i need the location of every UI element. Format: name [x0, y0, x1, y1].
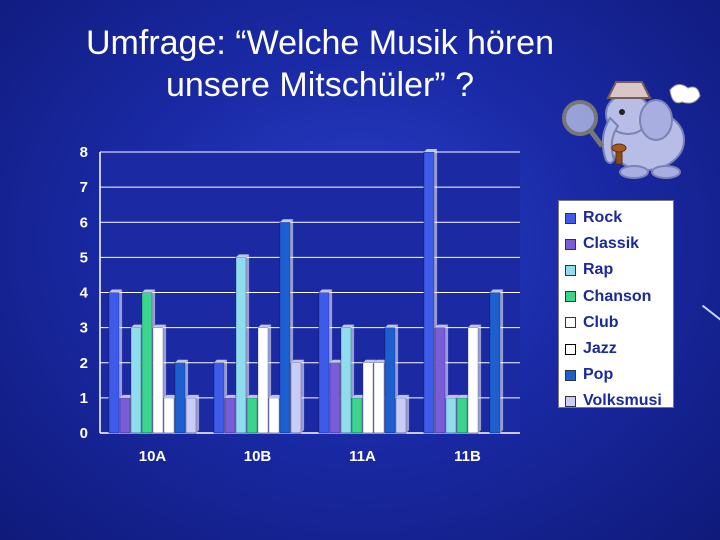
legend-item: Rap [565, 257, 673, 283]
title-line-2: unsere Mitschüler” ? [165, 66, 474, 104]
legend-item: Jazz [565, 336, 673, 362]
legend-label: Classik [583, 235, 640, 253]
title-line-1: Umfrage: “Welche Musik hören [86, 24, 554, 62]
legend-item: Volksmusi [565, 388, 673, 414]
x-tick-label: 10A [139, 448, 167, 465]
legend-label: Chanson [583, 287, 652, 305]
legend-label: Club [583, 313, 619, 331]
y-tick-label: 3 [80, 320, 88, 337]
bar-club-11b [467, 324, 482, 434]
legend-label: Volksmusi [583, 392, 662, 410]
y-tick-label: 2 [80, 355, 88, 372]
slide-title: Umfrage: “Welche Musik hören unsere Mits… [40, 22, 600, 106]
legend-swatch [565, 291, 576, 303]
legend-swatch [565, 264, 576, 276]
legend-swatch [565, 395, 576, 407]
legend-swatch [565, 238, 576, 250]
bar-volksmusi-10a [185, 394, 200, 434]
legend-swatch [565, 369, 576, 381]
bar-volksmusi-10b [290, 359, 305, 434]
x-tick-label: 10B [244, 448, 272, 465]
x-tick-label: 11B [454, 448, 481, 465]
legend-label: Jazz [583, 340, 617, 358]
y-tick-label: 4 [80, 285, 89, 302]
x-tick-label: 11A [349, 448, 376, 465]
bar-volksmusi-11a [395, 394, 410, 434]
legend-item: Classik [565, 231, 673, 257]
legend-item: Club [565, 310, 673, 336]
y-tick-label: 1 [80, 390, 88, 407]
elephant-detective-icon [562, 81, 701, 179]
y-tick-label: 6 [80, 214, 88, 231]
bar-pop-11b [489, 289, 504, 434]
legend-label: Rock [583, 209, 623, 227]
y-tick-label: 7 [80, 179, 88, 196]
legend-label: Pop [583, 366, 614, 384]
legend-item: Pop [565, 362, 673, 388]
bar-rap-10b [235, 254, 250, 434]
chart-legend: Rock Classik Rap Chanson Club Jazz Pop Volksmus… [558, 200, 674, 409]
legend-swatch [565, 212, 576, 224]
y-tick-label: 8 [80, 144, 88, 161]
legend-item: Rock [565, 205, 673, 231]
legend-swatch [565, 317, 576, 329]
y-tick-label: 0 [80, 425, 88, 442]
legend-swatch [565, 343, 576, 355]
legend-label: Rap [583, 261, 614, 279]
legend-item: Chanson [565, 284, 673, 310]
y-tick-label: 5 [80, 249, 88, 266]
